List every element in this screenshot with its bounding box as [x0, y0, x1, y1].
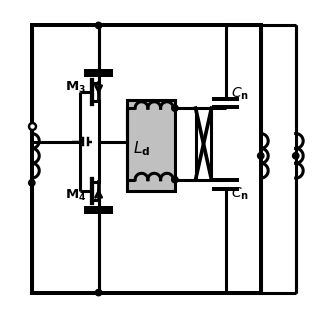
- Text: $L_\mathbf{d}$: $L_\mathbf{d}$: [133, 139, 150, 158]
- Circle shape: [258, 153, 264, 159]
- Text: $\mathbf{M_3}$: $\mathbf{M_3}$: [65, 80, 86, 95]
- Bar: [127, 100, 175, 191]
- Bar: [32, 25, 261, 293]
- Text: $C_\mathbf{n}$: $C_\mathbf{n}$: [231, 186, 249, 202]
- Circle shape: [29, 180, 35, 186]
- Circle shape: [95, 22, 102, 29]
- Circle shape: [172, 105, 178, 111]
- Text: $\mathbf{M_4}$: $\mathbf{M_4}$: [65, 188, 86, 203]
- Circle shape: [95, 289, 102, 296]
- Text: $C_\mathbf{n}$: $C_\mathbf{n}$: [231, 86, 249, 102]
- Circle shape: [293, 153, 299, 159]
- Circle shape: [172, 176, 178, 183]
